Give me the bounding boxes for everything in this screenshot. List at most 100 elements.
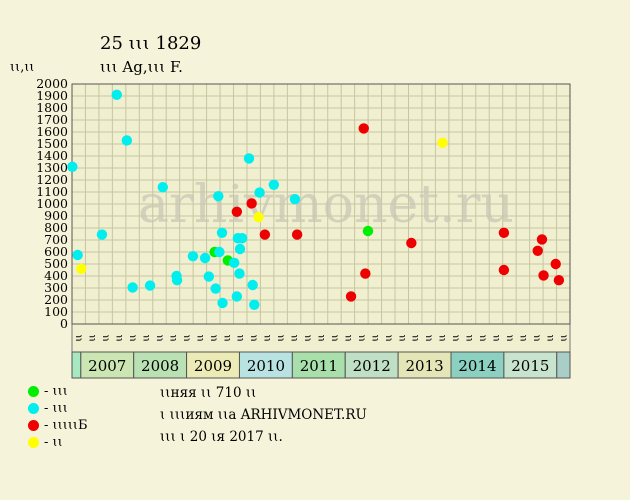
year-label: 2013 (405, 357, 443, 375)
data-point (72, 249, 83, 261)
month-label: ꙇꙇ (289, 334, 300, 341)
month-label: ꙇꙇ (545, 334, 556, 341)
data-point (532, 245, 543, 256)
data-point (187, 251, 199, 262)
data-point (362, 225, 374, 237)
month-label: ꙇꙇ (356, 334, 367, 341)
month-label: ꙇꙇ (558, 334, 569, 341)
month-label: ꙇꙇ (410, 334, 421, 341)
month-label: ꙇꙇ (235, 334, 246, 341)
y-tick-label: 500 (44, 256, 68, 271)
legend-label: - ꙇꙇ (44, 435, 63, 450)
legend-dot (28, 386, 39, 397)
data-point (247, 279, 258, 291)
y-tick-label: 1300 (36, 160, 68, 175)
y-tick-label: 300 (44, 280, 68, 295)
month-label: ꙇꙇ (101, 334, 112, 341)
month-label: ꙇꙇ (316, 334, 327, 341)
data-point (199, 252, 211, 264)
month-label: ꙇꙇ (491, 334, 502, 341)
data-point (234, 243, 246, 255)
y-tick-label: 100 (44, 304, 68, 319)
data-point (550, 258, 561, 270)
note-date: ꙇꙇꙇ ꙇ 20 ꙇя 2017 ꙇꙇ. (160, 429, 283, 445)
data-point (243, 153, 255, 164)
month-label: ꙇꙇ (518, 334, 529, 341)
month-label: ꙇꙇ (329, 334, 340, 341)
data-point (96, 229, 108, 240)
plot-border (71, 83, 571, 325)
legend-dot (28, 403, 39, 414)
data-point (111, 89, 122, 101)
month-label: ꙇꙇ (383, 334, 394, 341)
y-tick-label: 800 (44, 220, 68, 235)
data-point (67, 161, 78, 172)
chart-subtitle: ꙇꙇꙇ Ag,ꙇꙇꙇ F. (100, 58, 183, 76)
year-cell (344, 351, 399, 379)
y-tick-label: 1900 (36, 88, 68, 103)
data-point (538, 270, 549, 281)
data-point (171, 275, 183, 286)
month-label: ꙇꙇ (208, 334, 219, 341)
y-tick-label: 400 (44, 268, 68, 283)
month-label: ꙇꙇ (181, 334, 192, 341)
legend-item: - ꙇꙇ (28, 434, 88, 451)
chart-title: 25 ꙇꙇꙇ 1829 (100, 33, 202, 54)
data-point (254, 187, 265, 198)
year-label: 2009 (194, 357, 232, 375)
month-label: ꙇꙇ (262, 334, 273, 341)
y-tick-label: 0 (60, 316, 68, 331)
year-label: 2007 (88, 357, 126, 375)
y-tick-label: 900 (44, 208, 68, 223)
year-cell (450, 351, 505, 379)
data-point (406, 237, 417, 249)
data-point (360, 268, 371, 279)
month-label: ꙇꙇ (478, 334, 489, 341)
data-point (228, 257, 240, 268)
month-label: ꙇꙇ (276, 334, 287, 341)
data-point (231, 206, 243, 217)
year-label: 2014 (458, 357, 496, 375)
data-point (127, 282, 138, 293)
year-cell (71, 351, 82, 379)
month-label: ꙇꙇ (437, 334, 448, 341)
month-label: ꙇꙇ (531, 334, 542, 341)
month-label: ꙇꙇ (168, 334, 179, 341)
legend-label: - ꙇꙇꙇꙇꙇБ (44, 418, 88, 433)
y-tick-label: 1200 (36, 172, 68, 187)
legend-label: - ꙇꙇꙇ (44, 401, 68, 416)
month-label: ꙇꙇ (222, 334, 233, 341)
y-tick-label: 1400 (36, 148, 68, 163)
y-tick-label: 1700 (36, 112, 68, 127)
data-point (437, 137, 448, 148)
data-point (345, 291, 357, 302)
data-point (236, 233, 248, 244)
year-cell (503, 351, 558, 379)
legend-item: - ꙇꙇꙇ (28, 383, 88, 400)
month-label: ꙇꙇ (343, 334, 354, 341)
y-tick-label: 1500 (36, 136, 68, 151)
year-label: 2010 (247, 357, 285, 375)
month-label: ꙇꙇ (370, 334, 381, 341)
year-label: 2015 (511, 357, 549, 375)
data-point (253, 212, 264, 223)
month-label: ꙇꙇ (128, 334, 139, 341)
month-label: ꙇꙇ (74, 334, 85, 341)
month-label: ꙇꙇ (451, 334, 462, 341)
month-label: ꙇꙇ (87, 334, 98, 341)
month-label: ꙇꙇ (303, 334, 314, 341)
data-point (76, 263, 87, 274)
data-point (553, 275, 565, 286)
legend-dot (28, 420, 39, 431)
data-point (498, 264, 510, 276)
note-source: ꙇ ꙇꙇꙇиям ꙇꙇа ARHIVMONET.RU (160, 407, 367, 423)
month-label: ꙇꙇ (195, 334, 206, 341)
y-tick-label: 600 (44, 244, 68, 259)
data-point (249, 299, 260, 310)
data-point (210, 283, 221, 294)
legend-item: - ꙇꙇꙇ (28, 400, 88, 417)
data-point (216, 227, 228, 238)
year-cell (80, 351, 135, 379)
notes-block: ꙇꙇняя ꙇꙇ 710 ꙇꙇ ꙇ ꙇꙇꙇиям ꙇꙇа ARHIVMONET.… (160, 382, 367, 448)
